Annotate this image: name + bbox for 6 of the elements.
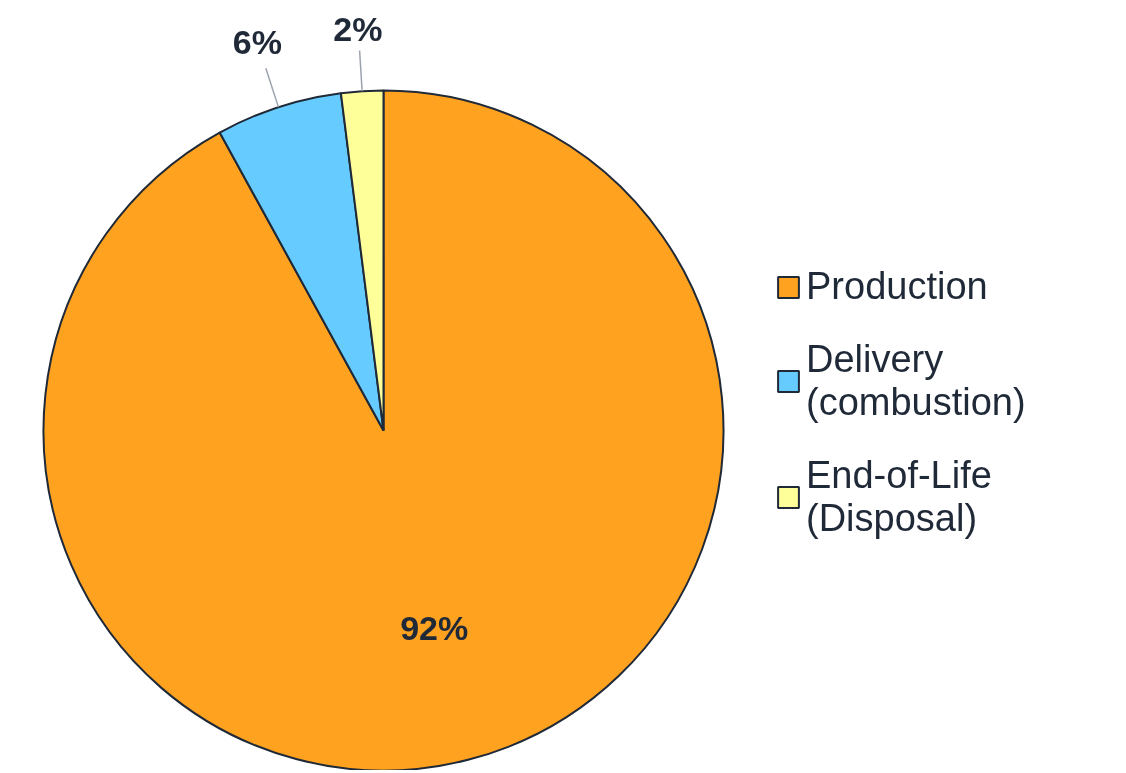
data-label: 6% — [232, 23, 282, 62]
data-label: 92% — [400, 609, 469, 648]
legend-label: Production — [806, 265, 988, 308]
legend-label: Delivery (combustion) — [806, 338, 1026, 424]
legend-label: End-of-Life (Disposal) — [806, 454, 992, 540]
data-label: 2% — [333, 9, 383, 48]
